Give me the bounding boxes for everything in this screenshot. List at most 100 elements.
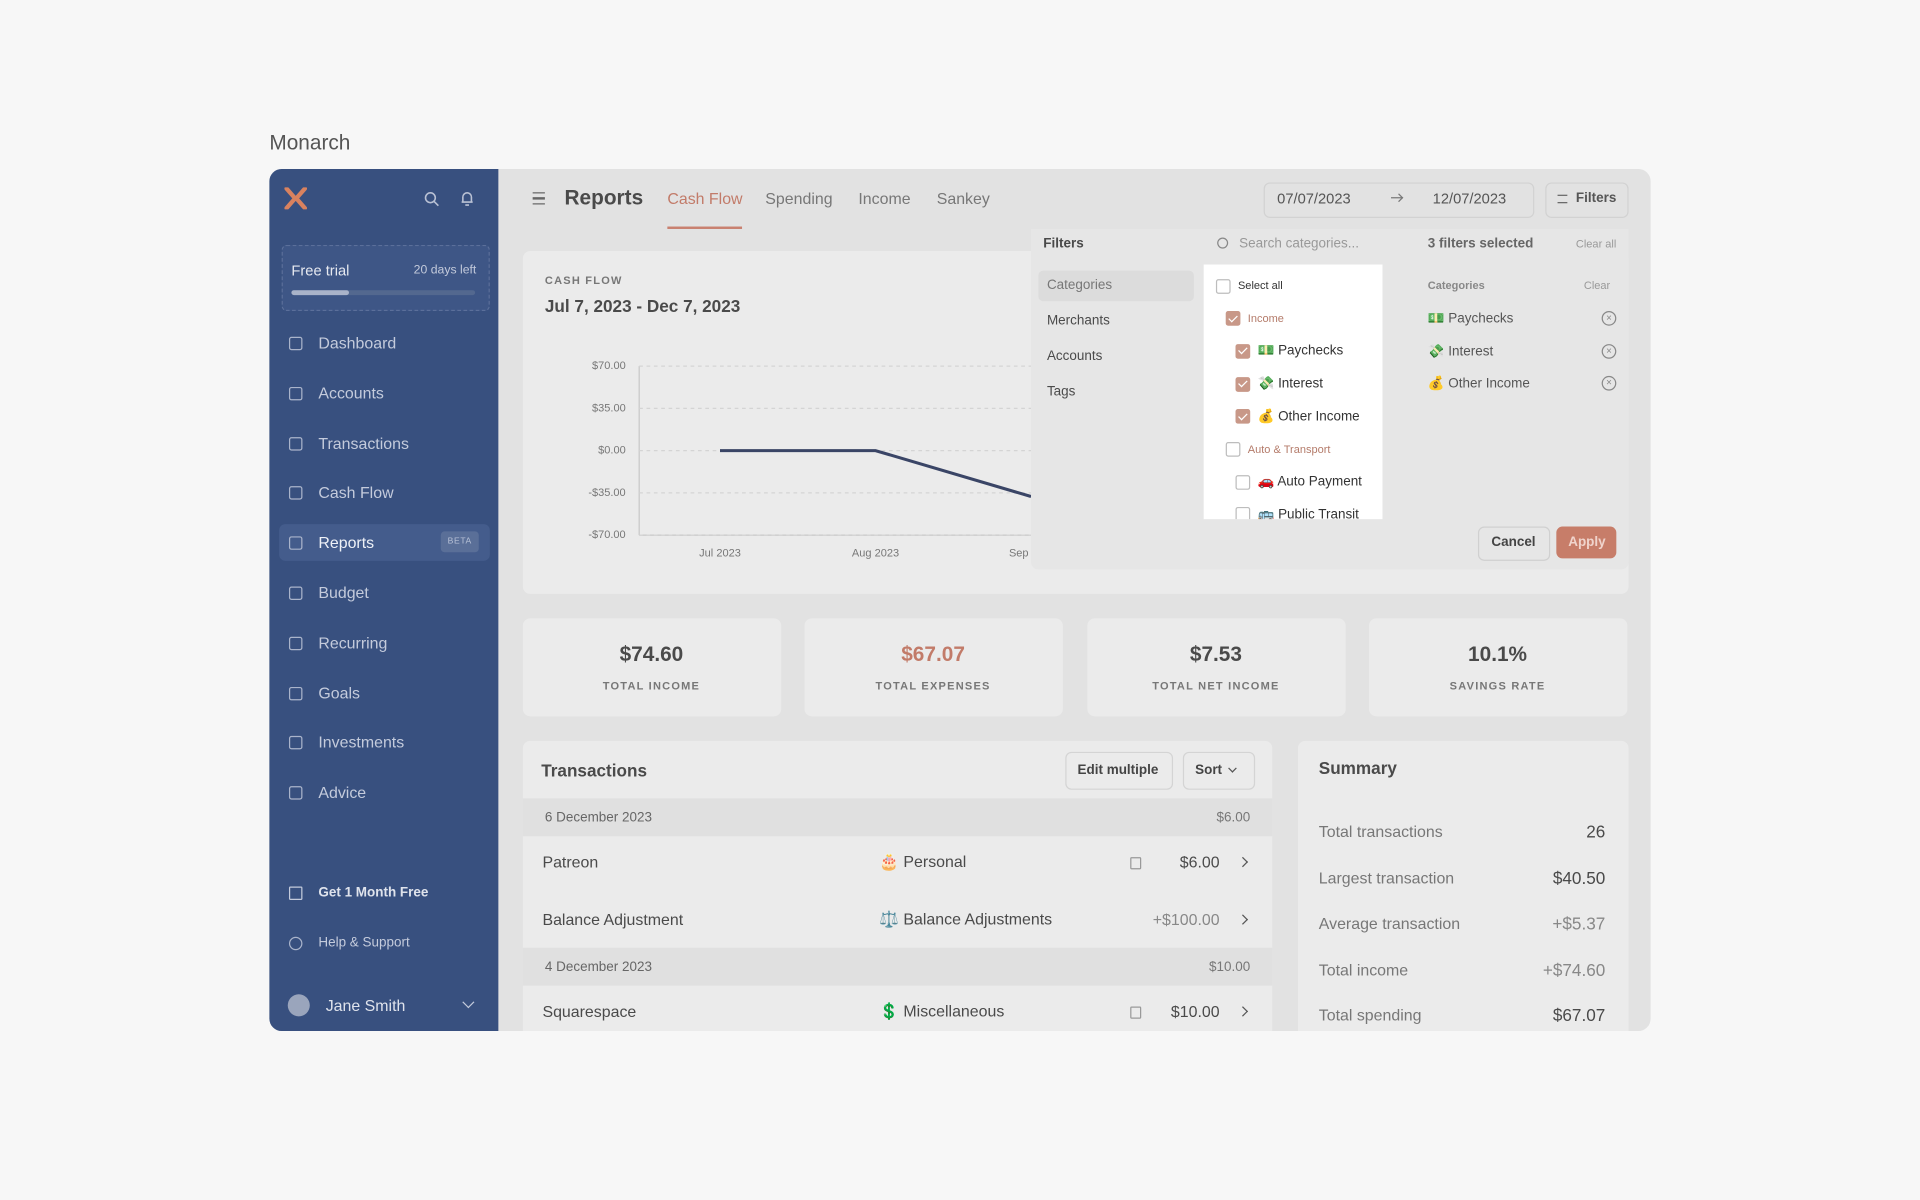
summary-card (1297, 740, 1629, 1032)
nav-item[interactable]: Reports (318, 533, 375, 552)
checkbox[interactable] (1215, 278, 1231, 294)
nav-item[interactable]: Accounts (318, 383, 384, 402)
trial-days: 20 days left (413, 263, 477, 278)
y-tick-label: -$35.00 (588, 487, 625, 499)
date-to[interactable]: 12/07/2023 (1432, 189, 1507, 207)
nav-icon (288, 586, 303, 601)
chosen-item: 💸 Interest (1427, 344, 1494, 360)
merchant[interactable]: Squarespace (542, 1002, 637, 1021)
chosen-clear[interactable]: Clear (1583, 279, 1611, 292)
category-option[interactable]: 🚌 Public Transit (1257, 507, 1359, 520)
cancel-label[interactable]: Cancel (1491, 535, 1536, 550)
edit-button[interactable] (1065, 751, 1174, 790)
nav-icon (288, 436, 303, 451)
nav-item[interactable]: Recurring (318, 633, 388, 652)
transactions-title: Transactions (541, 760, 647, 781)
stat-label: TOTAL NET INCOME (1152, 679, 1280, 692)
category-option[interactable]: Select all (1237, 279, 1283, 292)
nav-item[interactable]: Transactions (318, 433, 409, 452)
checkbox[interactable] (1225, 442, 1240, 457)
filters-title: Filters (1043, 236, 1084, 252)
apply-label[interactable]: Apply (1568, 535, 1606, 550)
page-title: Reports (564, 186, 644, 210)
remove-icon[interactable]: × (1601, 376, 1617, 392)
merchant[interactable]: Patreon (542, 852, 599, 872)
nav-item[interactable]: Cash Flow (318, 483, 394, 502)
bell-icon[interactable] (459, 190, 475, 207)
stat-label: TOTAL INCOME (602, 679, 701, 692)
nav-icon (288, 336, 303, 351)
remove-icon[interactable]: × (1601, 343, 1617, 359)
nav-item[interactable]: Goals (318, 683, 360, 702)
filters-label[interactable]: Filters (1575, 191, 1617, 206)
stat-card (522, 618, 782, 717)
checkbox[interactable] (1234, 474, 1250, 490)
filters-button[interactable] (1545, 182, 1629, 218)
category-option[interactable]: 💰 Other Income (1257, 409, 1360, 425)
summary-label: Average transaction (1318, 914, 1461, 933)
x-tick-label: Aug 2023 (852, 547, 899, 559)
filters-icon (1557, 194, 1568, 204)
nav-icon (288, 536, 303, 551)
stat-label: TOTAL EXPENSES (875, 679, 991, 692)
category[interactable]: ⚖️ Balance Adjustments (879, 909, 1053, 929)
category-group[interactable]: Auto & Transport (1247, 442, 1331, 455)
filter-tab[interactable]: Merchants (1046, 313, 1110, 329)
chosen-title: Categories (1427, 279, 1485, 292)
filter-tab[interactable]: Categories (1046, 277, 1113, 293)
date-from[interactable]: 07/07/2023 (1277, 189, 1351, 207)
trial-box[interactable] (281, 244, 490, 312)
tab-underline (667, 226, 743, 229)
promo-link[interactable]: Get 1 Month Free (318, 885, 429, 901)
summary-value: 26 (1586, 821, 1606, 842)
checkbox[interactable] (1234, 409, 1250, 425)
nav-item[interactable]: Advice (318, 783, 367, 802)
stat-value: $7.53 (1189, 642, 1242, 667)
merchant[interactable]: Balance Adjustment (542, 910, 684, 929)
remove-icon[interactable]: × (1601, 311, 1617, 326)
filter-tab[interactable]: Accounts (1046, 348, 1103, 364)
header-tab[interactable]: Spending (765, 189, 833, 208)
nav-item[interactable]: Dashboard (318, 333, 397, 353)
date-header (522, 947, 1273, 986)
nav-icon (288, 486, 303, 501)
user-name[interactable]: Jane Smith (325, 996, 406, 1015)
summary-label: Total spending (1318, 1005, 1422, 1025)
checkbox[interactable] (1234, 376, 1250, 392)
checkbox[interactable] (1225, 311, 1240, 326)
nav-icon (288, 636, 303, 650)
nav-icon (288, 386, 303, 401)
category[interactable]: 🎂 Personal (879, 852, 967, 871)
x-tick-label: Jul 2023 (699, 547, 741, 559)
checkbox[interactable] (1234, 343, 1250, 359)
category-search[interactable]: Search categories... (1239, 236, 1359, 252)
category-group[interactable]: Income (1247, 311, 1284, 325)
header-tab[interactable]: Income (858, 189, 911, 208)
clear-all[interactable]: Clear all (1575, 237, 1617, 250)
edit-multiple-label[interactable]: Edit multiple (1077, 762, 1159, 778)
apply-button[interactable] (1556, 526, 1617, 559)
help-link[interactable]: Help & Support (318, 935, 410, 951)
category-option[interactable]: 💵 Paychecks (1257, 343, 1344, 359)
cancel-button[interactable] (1477, 526, 1551, 561)
search-icon[interactable] (424, 191, 440, 207)
nav-item[interactable]: Budget (318, 583, 369, 602)
nav-item[interactable]: Investments (318, 733, 405, 752)
sort-button[interactable] (1182, 751, 1256, 790)
filter-tab[interactable]: Tags (1046, 384, 1076, 400)
category-option[interactable]: 🚗 Auto Payment (1257, 474, 1362, 490)
category[interactable]: 💲 Miscellaneous (879, 1001, 1005, 1021)
amount: $10.00 (1170, 1002, 1220, 1021)
header-tab[interactable]: Sankey (936, 189, 990, 208)
date-box[interactable] (1263, 182, 1535, 218)
checkbox[interactable] (1234, 507, 1250, 520)
search-icon (1217, 237, 1229, 249)
sidebar (269, 168, 499, 1032)
nav-icon (288, 786, 303, 800)
date-header (522, 798, 1273, 837)
header-tab[interactable]: Cash Flow (667, 189, 743, 208)
category-option[interactable]: 💸 Interest (1257, 376, 1323, 392)
sort-label[interactable]: Sort (1195, 762, 1223, 778)
stat-value: $67.07 (901, 642, 965, 667)
